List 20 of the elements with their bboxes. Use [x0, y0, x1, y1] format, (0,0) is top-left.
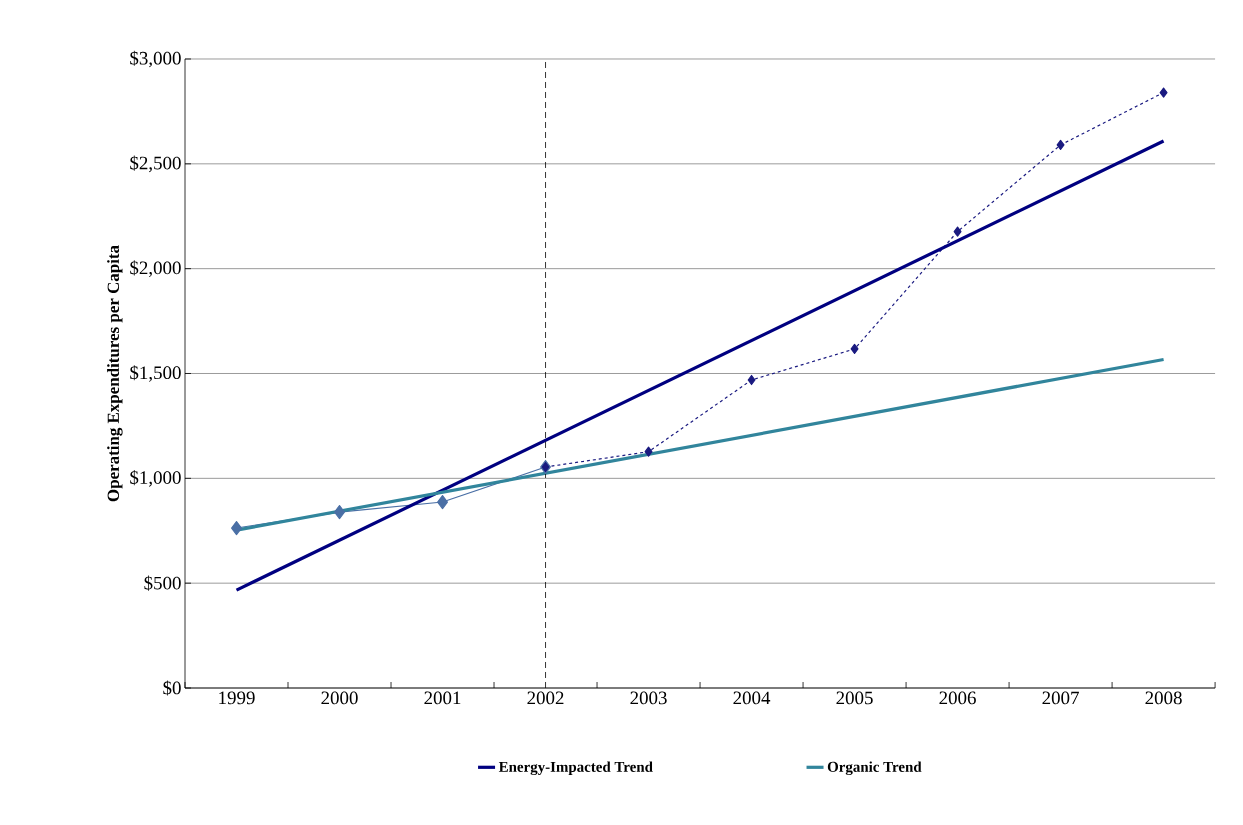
x-tick-label: 2003 — [630, 691, 667, 705]
x-tick-label: 2006 — [939, 691, 976, 705]
x-tick-label: 2000 — [321, 691, 358, 705]
y-tick-label: $1,000 — [130, 470, 181, 487]
x-tick-label: 2007 — [1042, 691, 1079, 705]
x-tick-label: 2005 — [836, 691, 873, 705]
y-tick-label: $500 — [144, 575, 181, 591]
x-tick-label: 2002 — [527, 691, 564, 705]
legend-label: Organic Trend — [827, 761, 922, 776]
y-tick-label: $2,500 — [130, 155, 181, 173]
y-tick-label: $1,500 — [130, 365, 181, 382]
y-tick-label: $3,000 — [130, 50, 181, 68]
x-tick-label: 2004 — [733, 691, 771, 705]
x-tick-label: 2001 — [424, 691, 461, 705]
y-tick-label: $0 — [163, 680, 181, 696]
legend-label: Energy-Impacted Trend — [498, 761, 653, 776]
x-tick-label: 2008 — [1145, 691, 1182, 705]
y-axis-title: Operating Expenditures per Capita — [107, 245, 123, 502]
y-tick-label: $2,000 — [130, 260, 181, 277]
x-tick-label: 1999 — [219, 691, 255, 705]
